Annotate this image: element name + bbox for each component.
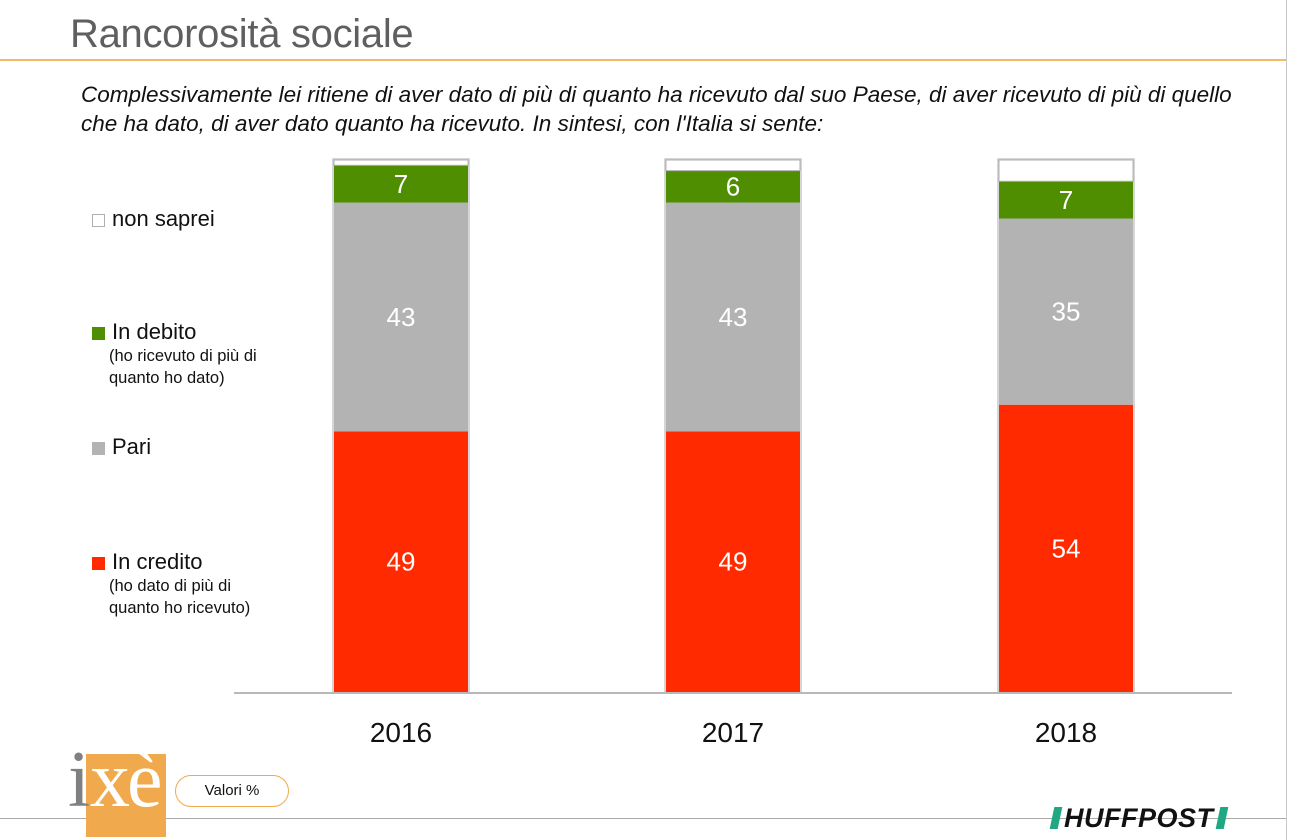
data-label-in-debito-2016: 7	[394, 169, 408, 199]
ixe-logo: i xè	[68, 740, 168, 840]
data-label-in-credito-2016: 49	[387, 547, 416, 577]
x-tick-label-2017: 2017	[702, 717, 764, 748]
data-label-in-credito-2018: 54	[1052, 533, 1081, 563]
huffpost-logo-right-bar	[1215, 807, 1228, 829]
bar-segment-pari-2017	[666, 202, 800, 432]
slide-right-border	[1286, 0, 1287, 840]
ixe-logo-xe: xè	[90, 736, 162, 824]
legend-label-in-credito: In credito	[112, 549, 203, 574]
huffpost-logo-text: HUFFPOST	[1064, 802, 1214, 833]
legend-label-pari: Pari	[112, 434, 152, 459]
legend-swatch-non-saprei	[92, 214, 105, 227]
huffpost-logo-left-bar	[1049, 807, 1063, 829]
bar-segment-in-debito-2017	[666, 170, 800, 203]
bar-segment-in-debito-2016	[334, 165, 468, 203]
x-tick-label-2016: 2016	[370, 717, 432, 748]
legend-sub-in-credito-line2: quanto ho ricevuto)	[109, 599, 251, 617]
values-percent-badge: Valori %	[175, 775, 289, 807]
bar-segment-in-debito-2018	[999, 181, 1133, 219]
slide-title: Rancorosità sociale	[70, 12, 414, 56]
stacked-bar-chart: 49 43 7 2016 49 43 6 2017 54 35 7 2018	[234, 158, 1232, 748]
bar-segment-non-saprei-2018	[998, 159, 1134, 182]
data-label-pari-2018: 35	[1052, 297, 1081, 327]
bar-segment-pari-2018	[999, 218, 1133, 405]
legend-label-non-saprei: non saprei	[112, 206, 215, 231]
data-label-in-debito-2018: 7	[1059, 185, 1073, 215]
data-label-pari-2017: 43	[719, 302, 748, 332]
legend-sub-in-credito-line1: (ho dato di più di	[109, 577, 232, 595]
legend-sub-in-debito-line2: quanto ho dato)	[109, 369, 225, 387]
legend-sub-in-debito-line1: (ho ricevuto di più di	[109, 347, 257, 365]
footer-divider	[0, 818, 1286, 819]
bar-segment-in-credito-2017	[666, 431, 800, 692]
survey-question: Complessivamente lei ritiene di aver dat…	[81, 82, 1232, 136]
bar-segment-in-credito-2018	[999, 404, 1133, 692]
legend-swatch-in-credito	[92, 557, 105, 570]
x-tick-label-2018: 2018	[1035, 717, 1097, 748]
data-label-pari-2016: 43	[387, 302, 416, 332]
bar-segment-pari-2016	[334, 202, 468, 432]
ixe-logo-i: i	[68, 736, 91, 824]
legend-label-in-debito: In debito	[112, 319, 197, 344]
title-divider	[0, 59, 1286, 61]
huffpost-logo: HUFFPOST	[1049, 802, 1228, 833]
ixe-logo-box	[86, 754, 166, 837]
bar-segment-non-saprei-2016	[333, 159, 469, 166]
data-label-in-credito-2017: 49	[719, 547, 748, 577]
legend-swatch-pari	[92, 442, 105, 455]
data-label-in-debito-2017: 6	[726, 172, 740, 202]
bar-segment-in-credito-2016	[334, 431, 468, 692]
bar-segment-non-saprei-2017	[665, 159, 801, 172]
legend-swatch-in-debito	[92, 327, 105, 340]
